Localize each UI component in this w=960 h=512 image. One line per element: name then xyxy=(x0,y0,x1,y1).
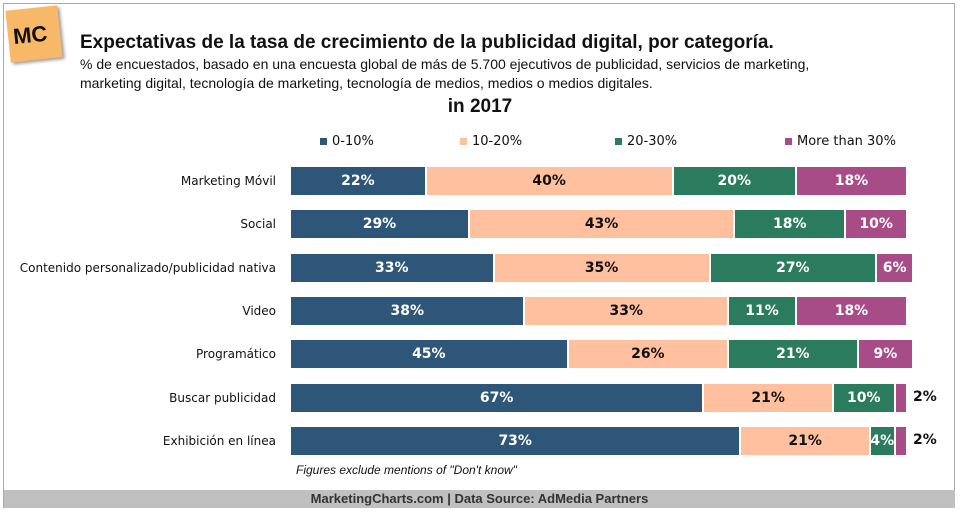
year-label: in 2017 xyxy=(447,96,513,117)
bar-segment: 45% xyxy=(290,339,568,370)
bar-segment: 21% xyxy=(728,339,858,370)
bar-segment: 10% xyxy=(845,209,907,240)
bar-segment: 6% xyxy=(876,252,914,283)
legend-item: 0-10% xyxy=(320,134,374,149)
legend-label: 10-20% xyxy=(472,134,523,149)
legend-label: 20-30% xyxy=(627,134,678,149)
bar-segment: 18% xyxy=(734,209,846,240)
legend-item: 20-30% xyxy=(615,134,677,149)
subtitle-line-1: % de encuestados, basado en una encuesta… xyxy=(80,56,810,72)
data-label: 2% xyxy=(913,431,937,448)
data-label: 2% xyxy=(913,388,937,405)
legend-swatch xyxy=(460,138,467,145)
legend-item: 10-20% xyxy=(460,134,522,149)
category-label: Contenido personalizado/publicidad nativ… xyxy=(19,260,276,275)
bar-segment xyxy=(894,382,907,413)
bar-segment: 20% xyxy=(672,166,796,196)
legend-label: 0-10% xyxy=(332,134,374,149)
legend-label: More than 30% xyxy=(797,134,896,149)
bar-segment: 73% xyxy=(290,425,741,456)
bar-segment: 11% xyxy=(728,295,796,326)
bar-segment: 40% xyxy=(425,166,673,196)
bar-segment xyxy=(894,425,907,456)
legend-swatch xyxy=(320,138,327,145)
category-label: Exhibición en línea xyxy=(162,433,276,448)
bar-segment: 35% xyxy=(493,252,710,283)
bar-segment: 18% xyxy=(795,166,907,196)
bar-segment: 26% xyxy=(567,339,729,370)
bar-segment: 4% xyxy=(869,425,895,456)
legend-swatch xyxy=(615,138,622,145)
bar-segment: 22% xyxy=(290,166,426,196)
chart-note: Figures exclude mentions of "Don't know" xyxy=(296,463,517,477)
category-label: Programático xyxy=(196,347,276,362)
bar-segment: 38% xyxy=(290,295,525,326)
logo-text: MC xyxy=(11,20,49,50)
bar-segment: 27% xyxy=(709,252,877,283)
bar-segment: 29% xyxy=(290,209,469,240)
subtitle-line-2: marketing digital, tecnología de marketi… xyxy=(80,75,653,91)
bar-segment: 33% xyxy=(290,252,494,283)
bar-segment: 21% xyxy=(740,425,870,456)
category-label: Buscar publicidad xyxy=(169,390,276,405)
legend-item: More than 30% xyxy=(785,134,896,149)
bar-segment: 18% xyxy=(795,295,907,326)
bar-segment: 21% xyxy=(703,382,833,413)
footer-source: MarketingCharts.com | Data Source: AdMed… xyxy=(4,490,955,508)
legend-swatch xyxy=(785,138,792,145)
bar-segment: 43% xyxy=(468,209,735,240)
bar-segment: 67% xyxy=(290,382,704,413)
bar-segment: 10% xyxy=(832,382,895,413)
chart-title: Expectativas de la tasa de crecimiento d… xyxy=(80,32,774,53)
bar-segment: 33% xyxy=(524,295,729,326)
category-label: Marketing Móvil xyxy=(180,174,276,188)
category-label: Video xyxy=(242,303,276,318)
marketingcharts-logo: MC xyxy=(5,5,63,63)
bar-segment: 9% xyxy=(857,339,914,370)
category-label: Social xyxy=(240,217,276,232)
